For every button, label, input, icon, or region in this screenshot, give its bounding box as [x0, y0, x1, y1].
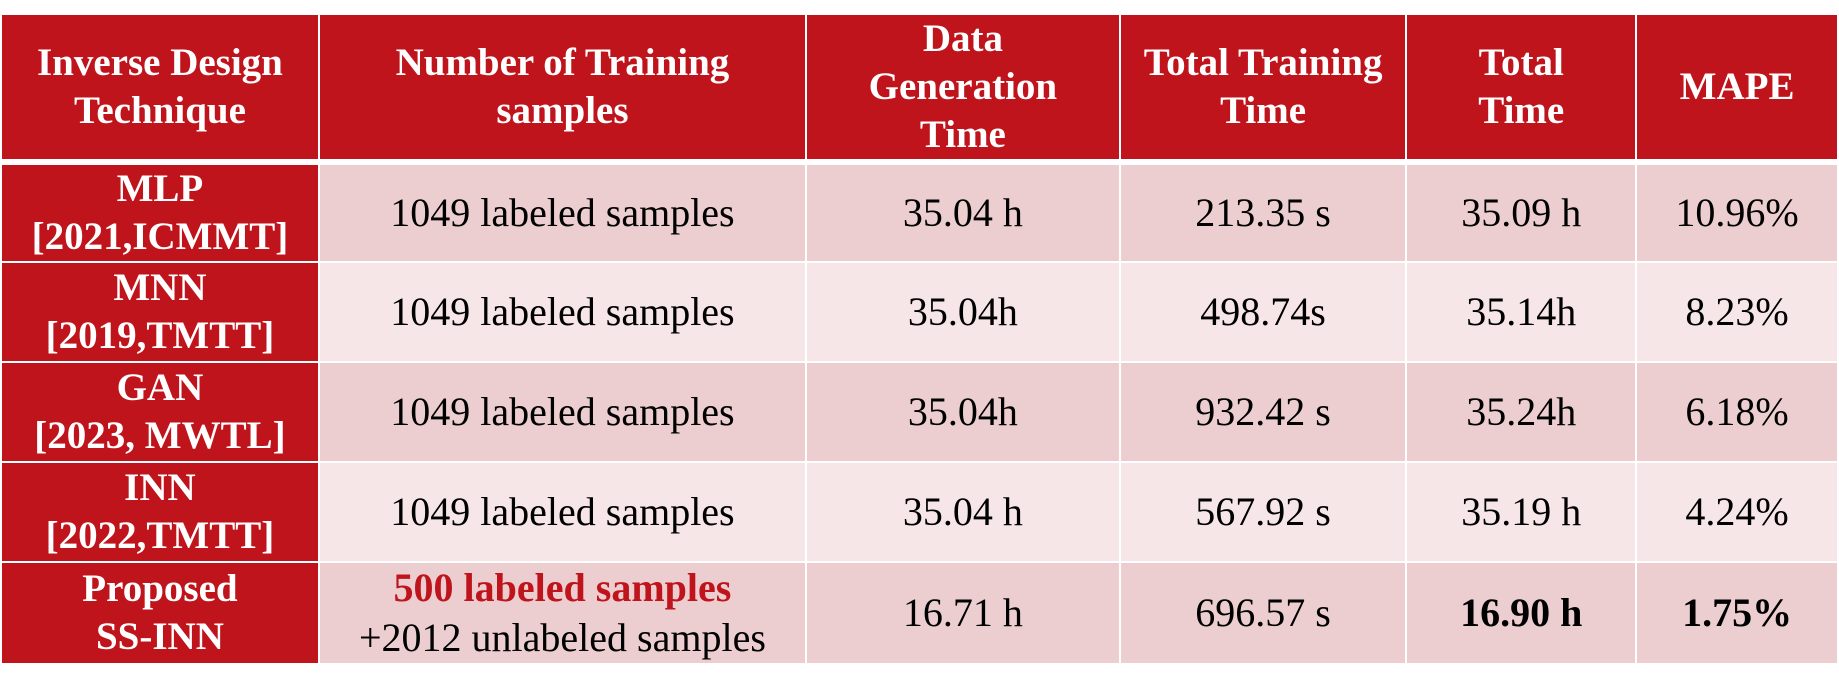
header-mape: MAPE	[1635, 13, 1839, 165]
training-time-cell: 696.57 s	[1118, 561, 1408, 665]
samples-cell: 1049 labeled samples	[317, 461, 808, 563]
header-total-time: Total Time	[1405, 13, 1638, 165]
data-generation-time-cell: 16.71 h	[805, 561, 1121, 665]
row-technique: MNN [2019,TMTT]	[0, 261, 320, 363]
training-time-cell: 932.42 s	[1118, 361, 1408, 463]
row-technique: MLP [2021,ICMMT]	[0, 161, 320, 263]
samples-cell: 1049 labeled samples	[317, 361, 808, 463]
technique-ref: [2022,TMTT]	[45, 514, 275, 557]
header-row: Inverse Design Technique Number of Train…	[0, 13, 1839, 165]
total-time-cell: 35.09 h	[1405, 161, 1638, 263]
samples-cell: 1049 labeled samples	[317, 161, 808, 263]
header-total-training-time: Total Training Time	[1118, 13, 1408, 165]
header-text: Total Training	[1143, 41, 1383, 84]
header-text: Time	[919, 113, 1006, 156]
technique-name: MLP	[116, 167, 204, 210]
header-text: Number of Training	[395, 41, 730, 84]
mape-cell: 10.96%	[1635, 161, 1839, 263]
header-text: Data	[922, 17, 1003, 60]
header-technique: Inverse Design Technique	[0, 13, 320, 165]
header-text: Total	[1478, 41, 1564, 84]
row-technique: INN [2022,TMTT]	[0, 461, 320, 563]
header-text: Inverse Design	[36, 41, 283, 84]
mape-cell-highlight: 1.75%	[1635, 561, 1839, 665]
total-time-cell: 35.14h	[1405, 261, 1638, 363]
total-time-cell-highlight: 16.90 h	[1405, 561, 1638, 665]
technique-ref: SS-INN	[95, 615, 224, 658]
technique-name: Proposed	[82, 567, 238, 610]
technique-ref: [2021,ICMMT]	[31, 215, 289, 258]
table-row: MLP [2021,ICMMT] 1049 labeled samples 35…	[0, 161, 1839, 263]
technique-ref: [2023, MWTL]	[34, 414, 286, 457]
samples-cell: 500 labeled samples +2012 unlabeled samp…	[317, 561, 808, 665]
total-time-cell: 35.19 h	[1405, 461, 1638, 563]
table-row: INN [2022,TMTT] 1049 labeled samples 35.…	[0, 461, 1839, 563]
header-text: Generation	[868, 65, 1058, 108]
mape-cell: 8.23%	[1635, 261, 1839, 363]
header-text: MAPE	[1679, 65, 1795, 108]
row-technique: Proposed SS-INN	[0, 561, 320, 665]
header-text: Technique	[73, 89, 246, 132]
unlabeled-samples: +2012 unlabeled samples	[358, 615, 766, 660]
comparison-table: Inverse Design Technique Number of Train…	[0, 13, 1839, 665]
samples-cell: 1049 labeled samples	[317, 261, 808, 363]
header-samples: Number of Training samples	[317, 13, 808, 165]
data-generation-time-cell: 35.04h	[805, 361, 1121, 463]
table-row: GAN [2023, MWTL] 1049 labeled samples 35…	[0, 361, 1839, 463]
total-time-cell: 35.24h	[1405, 361, 1638, 463]
header-text: Time	[1220, 89, 1307, 132]
training-time-cell: 567.92 s	[1118, 461, 1408, 563]
training-time-cell: 498.74s	[1118, 261, 1408, 363]
header-text: samples	[496, 89, 629, 132]
header-text: Time	[1478, 89, 1565, 132]
data-generation-time-cell: 35.04h	[805, 261, 1121, 363]
mape-cell: 6.18%	[1635, 361, 1839, 463]
table-row: MNN [2019,TMTT] 1049 labeled samples 35.…	[0, 261, 1839, 363]
technique-name: MNN	[113, 266, 207, 309]
row-technique: GAN [2023, MWTL]	[0, 361, 320, 463]
mape-cell: 4.24%	[1635, 461, 1839, 563]
technique-name: GAN	[116, 366, 204, 409]
labeled-samples-highlight: 500 labeled samples	[393, 565, 732, 610]
header-data-generation-time: Data Generation Time	[805, 13, 1121, 165]
data-generation-time-cell: 35.04 h	[805, 461, 1121, 563]
training-time-cell: 213.35 s	[1118, 161, 1408, 263]
data-generation-time-cell: 35.04 h	[805, 161, 1121, 263]
technique-ref: [2019,TMTT]	[45, 314, 275, 357]
technique-name: INN	[124, 466, 196, 509]
table-row-proposed: Proposed SS-INN 500 labeled samples +201…	[0, 561, 1839, 665]
